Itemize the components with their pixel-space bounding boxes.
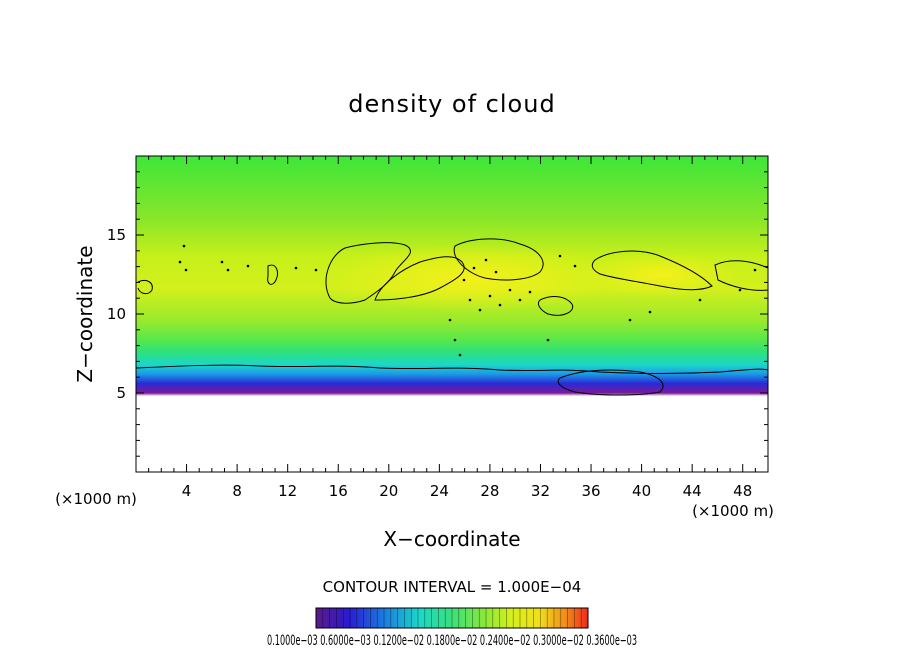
y-axis-label: Z−coordinate	[73, 245, 97, 382]
x-tick-label: 16	[329, 482, 348, 500]
contour-line	[135, 364, 769, 374]
x-tick-label: 20	[379, 482, 398, 500]
x-tick-label: 48	[733, 482, 752, 500]
y-ticks: 5 10 15	[107, 171, 768, 457]
y-tick-label: 15	[107, 226, 126, 244]
x-tick-label: 40	[632, 482, 651, 500]
x-unit-label: (×1000 m)	[692, 502, 774, 520]
x-tick-label: 12	[278, 482, 297, 500]
contour-line	[453, 238, 544, 281]
x-tick-label: 8	[232, 482, 242, 500]
x-tick-label: 24	[430, 482, 449, 500]
y-tick-label: 10	[107, 305, 126, 323]
y-tick-label: 5	[116, 384, 126, 402]
contour-speckles	[178, 244, 757, 357]
x-tick-label: 28	[480, 482, 499, 500]
x-tick-label: 4	[182, 482, 192, 500]
contour-line	[374, 256, 465, 301]
contour-line	[591, 250, 713, 291]
x-ticks: 4 8 12 16 20 24 28 32 36 40 44 48	[148, 156, 756, 500]
colorbar-ticks	[322, 608, 582, 628]
cloud-base-edge	[136, 396, 768, 472]
x-tick-label: 32	[531, 482, 550, 500]
contour-line	[267, 264, 279, 285]
contour-line	[537, 296, 574, 316]
x-axis-label: X−coordinate	[383, 527, 520, 551]
contour-line	[137, 279, 153, 295]
contour-interval: CONTOUR INTERVAL = 1.000E−04	[323, 578, 582, 596]
colorbar-labels: 0.1000e−03 0.6000e−03 0.1200e−02 0.1800e…	[267, 633, 637, 649]
colorbar: 0.1000e−03 0.6000e−03 0.1200e−02 0.1800e…	[267, 607, 637, 649]
x-tick-label: 36	[581, 482, 600, 500]
contour-line	[325, 242, 411, 304]
chart-title: density of cloud	[348, 90, 555, 118]
high-density-region	[580, 253, 740, 297]
high-density-region	[320, 244, 620, 312]
y-unit-label: (×1000 m)	[55, 490, 137, 508]
x-tick-label: 44	[683, 482, 702, 500]
contour-line	[557, 369, 664, 396]
